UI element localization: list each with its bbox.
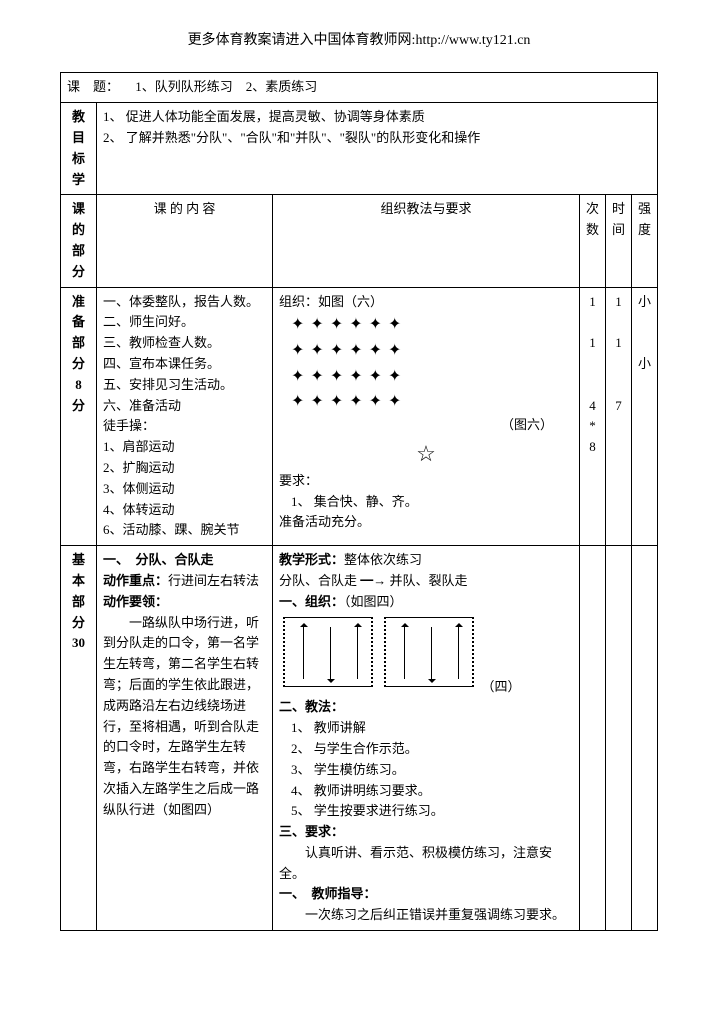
arrow-icon — [357, 627, 358, 679]
fig6-label: （图六） — [279, 415, 573, 436]
topic-row: 课 题： 1、队列队形练习 2、素质练习 — [61, 73, 658, 103]
basic-p1: 一路纵队中场行进，听到分队走的口令，第一名学生左转弯，第二名学生右转弯；后面的学… — [103, 613, 266, 821]
basic-t2-line: 动作重点：行进间左右转法 — [103, 571, 266, 592]
prep-l9: 2、扩胸运动 — [103, 458, 266, 479]
prep-count: 114*8 — [579, 287, 605, 546]
col-content: 课 的 内 容 — [97, 195, 273, 287]
page-header: 更多体育教案请进入中国体育教师网:http://www.ty121.cn — [60, 30, 658, 52]
star-row-2: ✦✦✦✦✦✦ — [279, 338, 573, 364]
arrow-icon — [431, 627, 432, 679]
basic-time — [605, 546, 631, 931]
r1: 认真听讲、看示范、积极模仿练习，注意安全。 — [279, 843, 573, 885]
prep-l6: 六、准备活动 — [103, 396, 266, 417]
prep-l5: 五、安排见习生活动。 — [103, 375, 266, 396]
prep-l2: 二、师生问好。 — [103, 312, 266, 333]
prep-l8: 1、肩部运动 — [103, 437, 266, 458]
goal-row: 教目标学 1、 促进人体功能全面发展，提高灵敏、协调等身体素质 2、 了解并熟悉… — [61, 103, 658, 195]
form-line: 教学形式：整体依次练习 — [279, 550, 573, 571]
m4: 4、 教师讲明练习要求。 — [279, 781, 573, 802]
topic-label: 课 题： — [67, 79, 119, 94]
arrow-icon — [330, 627, 331, 679]
basic-row: 基本部分30 一、 分队、合队走 动作重点：行进间左右转法 动作要领： 一路纵队… — [61, 546, 658, 931]
prep-l7: 徒手操： — [103, 416, 266, 437]
req-title: 要求： — [279, 471, 573, 492]
prep-org: 组织：如图（六） ✦✦✦✦✦✦ ✦✦✦✦✦✦ ✦✦✦✦✦✦ ✦✦✦✦✦✦ （图六… — [273, 287, 580, 546]
prep-l10: 3、体侧运动 — [103, 479, 266, 500]
org-t2: 一、组织： — [279, 594, 344, 609]
org-t2-line: 一、组织：（如图四） — [279, 592, 573, 613]
col-section: 课的部分 — [61, 195, 97, 287]
req-2: 准备活动充分。 — [279, 512, 573, 533]
goal-line2: 2、 了解并熟悉"分队"、"合队"和"并队"、"裂队"的队形变化和操作 — [103, 128, 651, 149]
col-time: 时间 — [605, 195, 631, 287]
m5: 5、 学生按要求进行练习。 — [279, 801, 573, 822]
basic-t3: 动作要领： — [103, 592, 266, 613]
org-t1: 教学形式： — [279, 552, 344, 567]
prep-intensity: 小小 — [631, 287, 657, 546]
basic-label: 基本部分30 — [61, 546, 97, 931]
g1: 一次练习之后纠正错误并重复强调练习要求。 — [279, 905, 573, 926]
star-row-1: ✦✦✦✦✦✦ — [279, 312, 573, 338]
formation-diagram: （四） — [279, 613, 521, 698]
basic-t2: 动作重点： — [103, 573, 168, 588]
rect-left — [283, 617, 373, 687]
org-t5: 一、 教师指导： — [279, 884, 573, 905]
org-t2b: （如图四） — [344, 594, 403, 609]
org-t1b: 整体依次练习 — [344, 552, 422, 567]
prep-row: 准备部分8分 一、体委整队，报告人数。 二、师生问好。 三、教师检查人数。 四、… — [61, 287, 658, 546]
arrow-icon — [404, 627, 405, 679]
prep-l4: 四、宣布本课任务。 — [103, 354, 266, 375]
col-intensity: 强度 — [631, 195, 657, 287]
col-method: 组织教法与要求 — [273, 195, 580, 287]
star-row-3: ✦✦✦✦✦✦ — [279, 364, 573, 390]
arrow-icon — [303, 627, 304, 679]
goal-line1: 1、 促进人体功能全面发展，提高灵敏、协调等身体素质 — [103, 107, 651, 128]
basic-count — [579, 546, 605, 931]
prep-time: 117 — [605, 287, 631, 546]
goal-label: 教目标学 — [61, 103, 97, 195]
prep-content: 一、体委整队，报告人数。 二、师生问好。 三、教师检查人数。 四、宣布本课任务。… — [97, 287, 273, 546]
prep-l1: 一、体委整队，报告人数。 — [103, 292, 266, 313]
seq-line: 分队、合队走 ━→ 并队、裂队走 — [279, 571, 573, 592]
lesson-plan-table: 课 题： 1、队列队形练习 2、素质练习 教目标学 1、 促进人体功能全面发展，… — [60, 72, 658, 931]
goal-content: 1、 促进人体功能全面发展，提高灵敏、协调等身体素质 2、 了解并熟悉"分队"、… — [97, 103, 658, 195]
star-row-4: ✦✦✦✦✦✦ — [279, 389, 573, 415]
req-1: 1、 集合快、静、齐。 — [279, 492, 573, 513]
prep-label: 准备部分8分 — [61, 287, 97, 546]
basic-intensity — [631, 546, 657, 931]
m2: 2、 与学生合作示范。 — [279, 739, 573, 760]
m3: 3、 学生模仿练习。 — [279, 760, 573, 781]
org-title: 组织：如图（六） — [279, 292, 573, 313]
arrow-icon — [458, 627, 459, 679]
prep-l3: 三、教师检查人数。 — [103, 333, 266, 354]
org-t4: 三、要求： — [279, 822, 573, 843]
org-t3: 二、教法： — [279, 697, 573, 718]
teacher-star-icon: ☆ — [279, 436, 573, 471]
topic-content: 1、队列队形练习 2、素质练习 — [122, 79, 317, 94]
fig4-label: （四） — [482, 679, 521, 694]
col-count: 次数 — [579, 195, 605, 287]
m1: 1、 教师讲解 — [279, 718, 573, 739]
rect-right — [384, 617, 474, 687]
basic-org: 教学形式：整体依次练习 分队、合队走 ━→ 并队、裂队走 一、组织：（如图四） … — [273, 546, 580, 931]
prep-l12: 6、活动膝、踝、腕关节 — [103, 520, 266, 541]
basic-content: 一、 分队、合队走 动作重点：行进间左右转法 动作要领： 一路纵队中场行进，听到… — [97, 546, 273, 931]
basic-t2b: 行进间左右转法 — [168, 573, 259, 588]
basic-t1: 一、 分队、合队走 — [103, 550, 266, 571]
header-row: 课的部分 课 的 内 容 组织教法与要求 次数 时间 强度 — [61, 195, 658, 287]
prep-l11: 4、体转运动 — [103, 500, 266, 521]
